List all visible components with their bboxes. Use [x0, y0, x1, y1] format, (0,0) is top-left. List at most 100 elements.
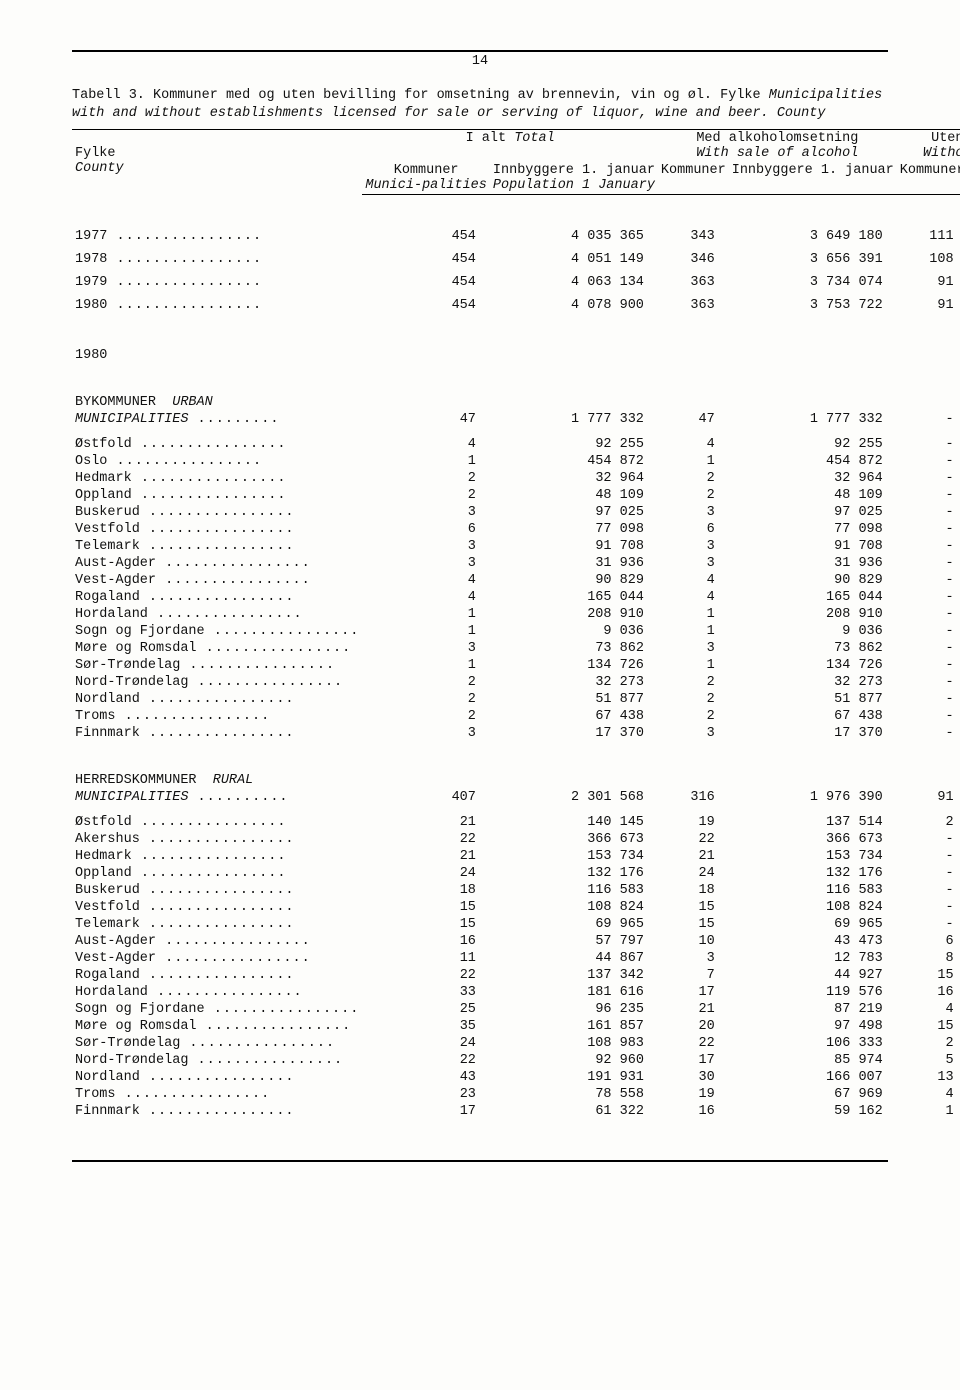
cell: 17 370: [490, 725, 658, 742]
table-row: Oppland24132 17624132 176--: [72, 865, 960, 882]
cell: -: [897, 538, 960, 555]
row-label: Hordaland: [72, 606, 362, 623]
cell: 97 498: [729, 1018, 897, 1035]
cell: 4: [658, 572, 729, 589]
cell: 4 051 149: [490, 248, 658, 271]
cell: 161 857: [490, 1018, 658, 1035]
cell: 3: [362, 555, 490, 572]
cell: 116 583: [490, 882, 658, 899]
cell: -: [897, 657, 960, 674]
cell: 15: [658, 916, 729, 933]
table-row: Troms267 438267 438--: [72, 708, 960, 725]
cell: 4 078 900: [490, 294, 658, 317]
cell: 3 753 722: [729, 294, 897, 317]
header-stub-en: County: [75, 161, 124, 176]
table-row: Rogaland22137 342744 9271592 415: [72, 967, 960, 984]
cell: 69 965: [490, 916, 658, 933]
cell: 18: [658, 882, 729, 899]
section-label: 1980: [72, 347, 960, 364]
row-label: Nordland: [72, 1069, 362, 1086]
cell: 1: [897, 1103, 960, 1120]
cell: 2: [658, 691, 729, 708]
cell: 97 025: [490, 504, 658, 521]
cell: 30: [658, 1069, 729, 1086]
cell: -: [897, 555, 960, 572]
table-row: Østfold492 255492 255--: [72, 436, 960, 453]
header-total-en: Total: [514, 131, 555, 146]
cell: 111: [897, 225, 960, 248]
table-row: Vest-Agder1144 867312 783832 084: [72, 950, 960, 967]
row-label: Telemark: [72, 916, 362, 933]
cell: 15: [362, 916, 490, 933]
table-row: Aust-Agder1657 7971043 473614 324: [72, 933, 960, 950]
row-label: Østfold: [72, 814, 362, 831]
cell: -: [897, 865, 960, 882]
cell: 208 910: [729, 606, 897, 623]
cell: 77 098: [729, 521, 897, 538]
header-col-pop: Innbyggere 1. januar Population 1 Januar…: [490, 162, 658, 195]
table-row: 19804544 078 9003633 753 72291325 178: [72, 294, 960, 317]
cell: 96 235: [490, 1001, 658, 1018]
cell: 92 255: [490, 436, 658, 453]
row-label: Oppland: [72, 865, 362, 882]
cell: 51 877: [729, 691, 897, 708]
cell: 43 473: [729, 933, 897, 950]
header-muni-no: Kommuner: [394, 163, 459, 178]
cell: 3: [658, 950, 729, 967]
cell: -: [897, 487, 960, 504]
table-row: Sogn og Fjordane2596 2352187 21949 016: [72, 1001, 960, 1018]
cell: 67 969: [729, 1086, 897, 1103]
cell: 140 145: [490, 814, 658, 831]
table-row: Hedmark232 964232 964--: [72, 470, 960, 487]
cell: -: [897, 691, 960, 708]
cell: 21: [658, 1001, 729, 1018]
row-label: MUNICIPALITIES: [72, 411, 362, 428]
cell: 10: [658, 933, 729, 950]
table-row: MUNICIPALITIES471 777 332471 777 332--: [72, 411, 960, 428]
cell: 92 960: [490, 1052, 658, 1069]
header-muni-en: Munici-palities: [365, 178, 487, 193]
table-row: Buskerud18116 58318116 583--: [72, 882, 960, 899]
row-label: Vest-Agder: [72, 950, 362, 967]
cell: -: [897, 899, 960, 916]
table-row: 19784544 051 1493463 656 391108394 758: [72, 248, 960, 271]
row-label: 1980: [72, 294, 362, 317]
cell: 43: [362, 1069, 490, 1086]
cell: 32 964: [729, 470, 897, 487]
cell: 316: [658, 789, 729, 806]
cell: -: [897, 916, 960, 933]
cell: 343: [658, 225, 729, 248]
bottom-rule: [72, 1160, 888, 1162]
cell: 1: [362, 623, 490, 640]
cell: 1: [658, 453, 729, 470]
table-row: 19774544 035 3653433 649 180111386 185: [72, 225, 960, 248]
row-label: Oppland: [72, 487, 362, 504]
cell: 2: [362, 487, 490, 504]
cell: 16: [658, 1103, 729, 1120]
row-label: Buskerud: [72, 882, 362, 899]
cell: 2: [897, 814, 960, 831]
cell: 132 176: [490, 865, 658, 882]
cell: 31 936: [729, 555, 897, 572]
cell: 4 035 365: [490, 225, 658, 248]
table-row: Nordland43191 93130166 0071325 924: [72, 1069, 960, 1086]
row-label: 1978: [72, 248, 362, 271]
cell: -: [897, 708, 960, 725]
cell: -: [897, 831, 960, 848]
cell: 11: [362, 950, 490, 967]
cell: 108 824: [490, 899, 658, 916]
cell: -: [897, 411, 960, 428]
table-row: Sør-Trøndelag1134 7261134 726--: [72, 657, 960, 674]
row-label: Troms: [72, 1086, 362, 1103]
cell: 116 583: [729, 882, 897, 899]
cell: 48 109: [729, 487, 897, 504]
cell: 22: [658, 831, 729, 848]
cell: 2: [362, 691, 490, 708]
table-body: 19774544 035 3653433 649 180111386 18519…: [72, 195, 960, 1121]
row-label: Hordaland: [72, 984, 362, 1001]
row-label: Vestfold: [72, 521, 362, 538]
row-label: Finnmark: [72, 1103, 362, 1120]
cell: 16: [362, 933, 490, 950]
cell: 1 777 332: [490, 411, 658, 428]
cell: 32 273: [490, 674, 658, 691]
